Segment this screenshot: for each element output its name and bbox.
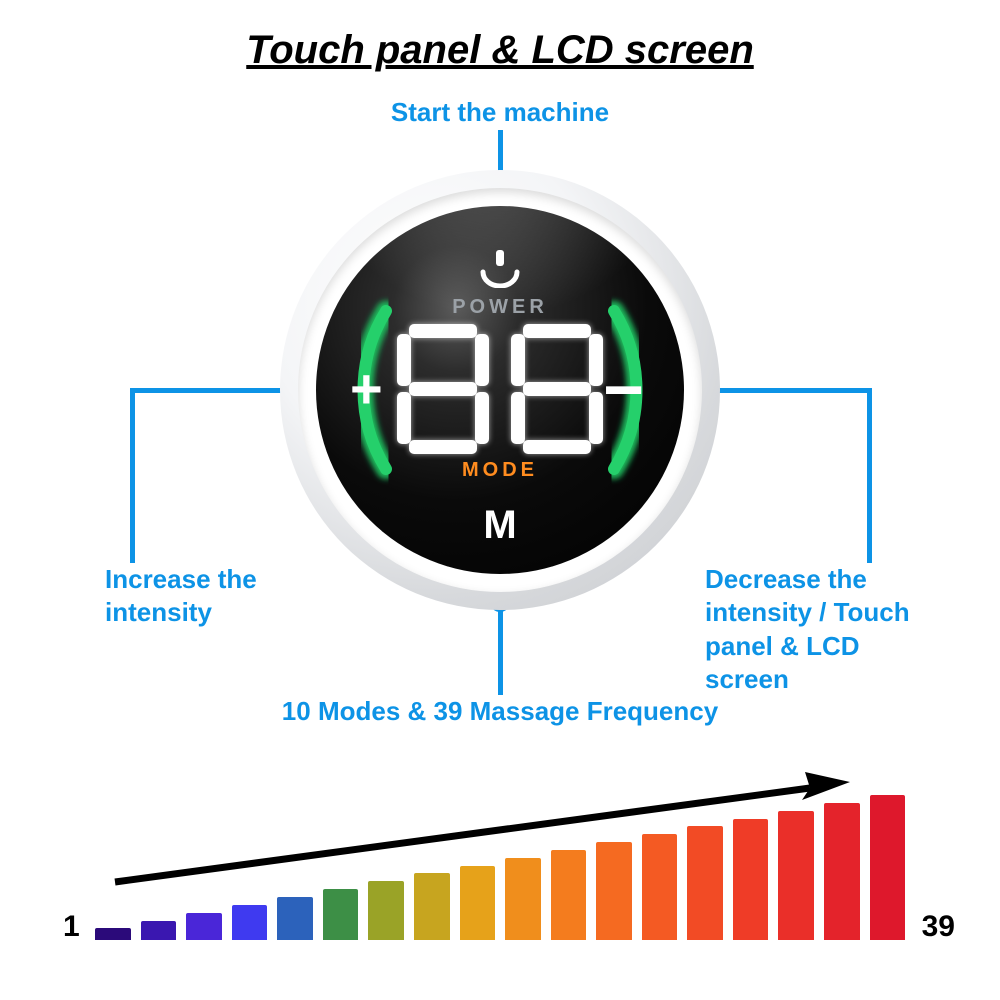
digit-display [390,324,610,454]
intensity-bar [414,873,450,940]
intensity-bar [186,913,222,940]
intensity-bar [870,795,906,940]
intensity-bars [95,795,905,940]
intensity-bar [323,889,359,940]
power-icon[interactable] [477,248,523,288]
plus-button[interactable]: + [350,356,383,421]
device-screen: POWER + − MODE M [316,206,684,574]
intensity-bar [277,897,313,940]
intensity-bar [687,826,723,940]
m-button[interactable]: M [483,503,516,548]
power-label: POWER [452,296,548,319]
intensity-bar [778,811,814,940]
intensity-bar [505,858,541,940]
intensity-bar [368,881,404,940]
intensity-bar [460,866,496,940]
callout-bottom: 10 Modes & 39 Massage Frequency [282,695,718,728]
connector-line [700,388,872,393]
scale-max: 39 [922,910,955,944]
callout-left: Increase the intensity [105,563,257,630]
connector-line [130,388,135,563]
page-title: Touch panel & LCD screen [246,28,754,73]
intensity-bar [232,905,268,940]
connector-line [867,388,872,563]
intensity-bar [733,819,769,940]
intensity-bar [824,803,860,940]
digit [397,324,489,454]
intensity-bar [596,842,632,940]
intensity-bar [141,921,177,940]
scale-min: 1 [63,910,80,944]
intensity-scale: 1 39 [95,795,905,940]
intensity-bar [642,834,678,940]
digit [511,324,603,454]
mode-label: MODE [462,459,538,482]
connector-line [130,388,290,393]
callout-right: Decrease the intensity / Touch panel & L… [705,563,940,696]
device: POWER + − MODE M [280,170,720,610]
intensity-bar [95,928,131,940]
connector-line [498,600,503,695]
callout-top: Start the machine [391,96,609,129]
intensity-bar [551,850,587,940]
